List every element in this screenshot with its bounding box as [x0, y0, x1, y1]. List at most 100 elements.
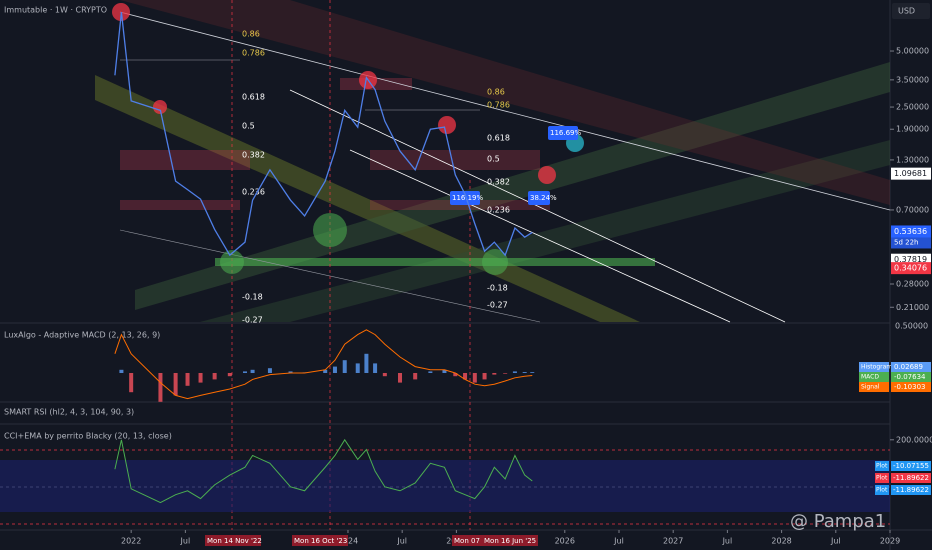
fib-label: 0.618	[242, 93, 265, 102]
macd-histogram-bar	[267, 368, 272, 373]
legend-box	[859, 362, 889, 372]
legend-value-box	[891, 473, 931, 483]
badge-box	[450, 191, 480, 205]
macd-histogram-bar	[355, 363, 360, 373]
badge-box	[528, 191, 550, 205]
price-label: 0.34076	[894, 264, 927, 273]
badge-box	[548, 126, 578, 140]
macd-histogram-bar	[413, 373, 418, 380]
date-marker-box	[205, 535, 261, 546]
cci-tick-label: 200.00000	[896, 435, 932, 444]
legend-name: Plot	[876, 475, 888, 482]
x-tick-label: 2026	[555, 537, 575, 546]
macd-histogram-bar	[332, 366, 337, 373]
y-tick-label: 2.50000	[896, 103, 929, 112]
macd-histogram-bar	[512, 371, 517, 373]
y-tick-label: 5.00000	[896, 47, 929, 56]
macd-histogram-bar	[382, 373, 387, 377]
macd-histogram-bar	[185, 373, 190, 386]
x-tick-label: Jul	[396, 537, 407, 546]
macd-histogram-bar	[227, 373, 232, 377]
x-tick-label: 2027	[663, 537, 683, 546]
fib-label: 0.86	[242, 30, 260, 39]
macd-histogram-bar	[398, 373, 403, 383]
price-label: 0.53636	[894, 227, 927, 236]
overlays	[0, 0, 891, 530]
currency-box	[892, 3, 930, 19]
macd-histogram-bar	[503, 373, 508, 374]
date-marker-box	[482, 535, 538, 546]
legend-name: Signal	[861, 384, 880, 391]
price-label-box	[891, 262, 931, 275]
legend-box	[859, 382, 889, 392]
macd-histogram-bar	[288, 371, 293, 373]
fib-label: 0.5	[487, 155, 500, 164]
macd-histogram-bar	[442, 369, 447, 373]
date-marker: Mon 16 Jun '25	[484, 537, 536, 545]
rsi-title: SMART RSI (hl2, 4, 3, 104, 90, 3)	[4, 408, 134, 417]
x-tick-label: Jul	[722, 537, 733, 546]
macd-histogram-bar	[242, 371, 247, 373]
legend-box	[859, 372, 889, 382]
badge: 38.24%	[530, 194, 557, 202]
watermark: @ Pampa1	[790, 511, 886, 532]
macd-histogram-bar	[453, 373, 458, 377]
legend-name: Plot	[876, 487, 888, 494]
date-marker-box	[292, 535, 348, 546]
cci-line	[114, 438, 533, 504]
price-label: 1.09681	[894, 169, 927, 178]
macd-histogram-bar	[482, 373, 487, 380]
x-tick-label: 2029	[880, 537, 900, 546]
x-tick-label: 2022	[121, 537, 141, 546]
y-tick-label: 1.30000	[896, 155, 929, 164]
x-tick-label: Jul	[830, 537, 841, 546]
macd-histogram-bar	[530, 372, 535, 373]
fib-label: 0.86	[487, 88, 505, 97]
legend-value: -10.07155	[893, 462, 929, 470]
macd-histogram-bar	[129, 373, 134, 393]
fib-label: 0.236	[487, 206, 510, 215]
badge: 116.19%	[452, 194, 483, 202]
y-tick-label: 0.28000	[896, 280, 929, 289]
macd-histogram-bar	[250, 369, 255, 373]
macd-histogram-bar	[173, 373, 178, 396]
legend-value-box	[891, 461, 931, 471]
badge: 116.69%	[550, 129, 581, 137]
fib-label: -0.18	[487, 284, 508, 293]
macd-histogram-bar	[472, 373, 477, 383]
currency: USD	[898, 7, 915, 16]
countdown-box	[891, 236, 931, 249]
fib-label: -0.27	[242, 316, 263, 325]
legend-name: MACD	[861, 374, 879, 381]
x-tick-label: Jul	[613, 537, 624, 546]
macd-histogram-bar	[373, 363, 378, 373]
price-line	[114, 11, 533, 257]
date-marker: Mon 14 Nov '22	[207, 537, 262, 545]
price-label: 0.37819	[894, 255, 927, 264]
macd-histogram-bar	[198, 373, 203, 383]
macd-histogram-bar	[522, 372, 527, 373]
x-tick-label: 2028	[771, 537, 791, 546]
legend-value-box	[891, 485, 931, 495]
legend-value-box	[891, 362, 931, 372]
legend-box	[875, 461, 889, 471]
macd-histogram-bar	[158, 373, 163, 402]
y-tick-label: 0.70000	[896, 205, 929, 214]
fib-label: 0.382	[242, 151, 265, 160]
date-marker-box	[452, 535, 508, 546]
y-tick-label: 3.50000	[896, 75, 929, 84]
x-tick-label: Jul	[180, 537, 191, 546]
legend-box	[875, 473, 889, 483]
macd-histogram-bar	[364, 353, 369, 373]
macd-line	[114, 329, 533, 400]
y-tick-label: 1.90000	[896, 125, 929, 134]
fib-label: 0.618	[487, 134, 510, 143]
fib-label: 0.5	[242, 122, 255, 131]
macd-histogram-bar	[323, 369, 328, 373]
fib-label: -0.18	[242, 293, 263, 302]
price-label-box	[891, 253, 931, 266]
macd-histogram-bar	[428, 371, 433, 373]
fib-label: -0.27	[487, 301, 508, 310]
